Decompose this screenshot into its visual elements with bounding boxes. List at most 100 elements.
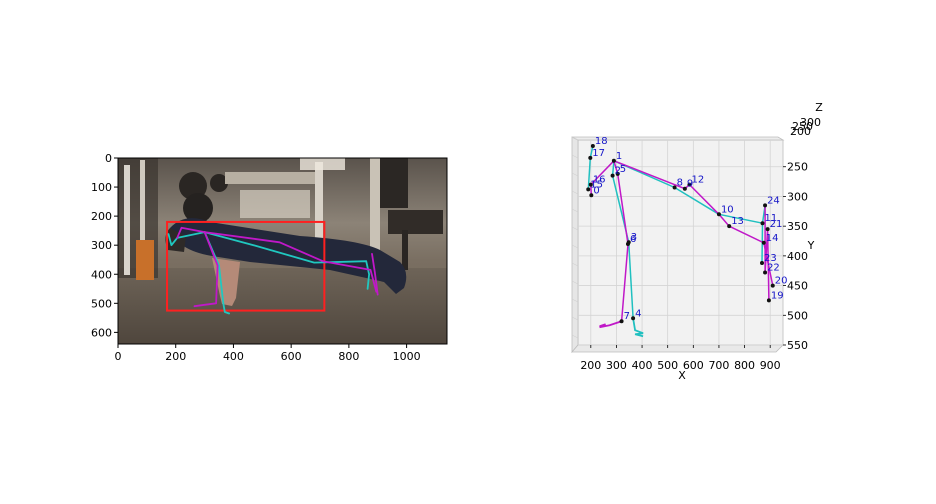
keypoint-label-15: 15: [590, 179, 603, 190]
grid-side-line: [571, 172, 579, 177]
keypoint-label-18: 18: [595, 136, 608, 147]
skeleton-magenta-segment-0: [176, 226, 206, 239]
image-y-tick-label: 600: [91, 326, 112, 339]
plot3d-x-tick-label: 900: [760, 359, 781, 372]
keypoint-17: [588, 155, 593, 160]
skeleton-cyan-segment-3: [176, 231, 206, 239]
grid-side-line: [571, 262, 579, 267]
keypoint-label-11: 11: [765, 213, 778, 224]
image-x-tick-label: 600: [281, 350, 302, 363]
bottom-pane: [571, 344, 784, 353]
image-y-tick-label: 300: [91, 239, 112, 252]
keypoint-20: [770, 283, 775, 288]
plot3d-y-tick-label: 550: [787, 339, 808, 352]
keypoint-9: [682, 186, 687, 191]
plot3d-magenta-path-3: [764, 205, 770, 301]
grid-side-line: [571, 298, 579, 303]
keypoint-label-9: 9: [687, 179, 693, 190]
keypoint-label-16: 16: [593, 175, 606, 186]
image-x-ticks: 0 200 400 600 800 1000: [115, 344, 421, 363]
keypoint-label-6: 6: [630, 234, 636, 245]
keypoint-label-10: 10: [721, 204, 734, 215]
image-y-tick-label: 200: [91, 210, 112, 223]
image-x-tick-label: 0: [115, 350, 122, 363]
plot3d-magenta-hand: [599, 320, 622, 329]
plot3d-points: [586, 143, 775, 324]
keypoint-5: [615, 171, 620, 176]
keypoint-1: [611, 158, 616, 163]
keypoint-0: [589, 193, 594, 198]
image-x-tick-label: 800: [338, 350, 359, 363]
keypoint-label-20: 20: [775, 276, 788, 287]
grid-side-line: [571, 208, 579, 213]
plot3d-cyan-path-0: [611, 160, 634, 319]
keypoint-label-2: 2: [615, 166, 621, 177]
image-y-tick-label: 100: [91, 181, 112, 194]
back-pane: [577, 139, 784, 346]
keypoint-10: [716, 212, 721, 217]
image-overlay: [166, 220, 379, 315]
skeleton-magenta-segment-2: [203, 231, 378, 293]
grid-side-line: [571, 316, 579, 321]
keypoint-label-5: 5: [620, 164, 626, 175]
plot3d-y-tick-label: 300: [787, 190, 808, 203]
keypoint-12: [687, 182, 692, 187]
grid-side-line: [571, 136, 579, 141]
image-y-tick-label: 500: [91, 297, 112, 310]
keypoint-label-12: 12: [691, 175, 704, 186]
keypoint-label-23: 23: [764, 253, 777, 264]
plot3d-x-tick-label: 300: [606, 359, 627, 372]
keypoint-label-8: 8: [677, 178, 683, 189]
keypoint-label-1: 1: [616, 151, 622, 162]
plot3d-magenta-path-0: [613, 160, 629, 322]
plot3d-y-tick-label: 450: [787, 280, 808, 293]
plot3d-cyan-foot: [632, 318, 644, 338]
image-y-ticks: 0 100 200 300 400 500 600: [91, 152, 118, 339]
plot3d-x-tick-label: 600: [683, 359, 704, 372]
plot3d-y-tick-label: 500: [787, 309, 808, 322]
skeleton-cyan-segment-0: [167, 233, 179, 247]
plot3d-z-tick-label: 250: [792, 120, 813, 133]
plot3d-y-tick-label: 400: [787, 250, 808, 263]
grid-side-line: [571, 226, 579, 231]
plot3d-grid: [571, 136, 783, 346]
grid-side-line: [571, 190, 579, 195]
keypoint-15: [586, 187, 591, 192]
grid-side-line: [571, 334, 579, 339]
plot3d-y-tick-label: 350: [787, 220, 808, 233]
grid-side-line: [571, 280, 579, 285]
y-axis-label: Y: [807, 239, 815, 252]
plot3d-x-tick-label: 500: [657, 359, 678, 372]
plot3d-x-tick-label: 700: [708, 359, 729, 372]
keypoint-8: [672, 185, 677, 190]
plot3d-y-ticks: 250 300 350 400 450 500 550: [783, 161, 808, 352]
photo: [118, 158, 447, 344]
z-axis-label: Z: [815, 101, 823, 114]
keypoint-7: [619, 319, 624, 324]
keypoint-label-7: 7: [624, 311, 630, 322]
keypoint-2: [610, 173, 615, 178]
keypoint-23: [759, 261, 764, 265]
keypoint-24: [763, 203, 768, 208]
plot3d-x-ticks: 200 300 400 500 600 700 800 900: [580, 345, 781, 372]
keypoint-19: [766, 298, 771, 303]
keypoint-label-21: 21: [770, 219, 783, 230]
plot3d-x-tick-label: 400: [632, 359, 653, 372]
plot3d-z-tick-label: 200: [790, 125, 811, 138]
image-axes-frame: [117, 157, 448, 345]
keypoint-16: [588, 182, 593, 187]
keypoint-label-3: 3: [631, 232, 637, 243]
image-x-tick-label: 200: [165, 350, 186, 363]
keypoint-22: [763, 270, 768, 275]
keypoint-14: [761, 240, 766, 245]
keypoint-label-22: 22: [767, 263, 780, 274]
keypoint-label-14: 14: [766, 233, 779, 244]
keypoint-label-24: 24: [767, 195, 780, 206]
plot3d-z-tick-label: 300: [800, 116, 821, 129]
keypoint-label-19: 19: [771, 290, 784, 301]
grid-side-line: [571, 244, 579, 249]
keypoint-label-13: 13: [731, 216, 744, 227]
keypoint-label-0: 0: [593, 185, 599, 196]
